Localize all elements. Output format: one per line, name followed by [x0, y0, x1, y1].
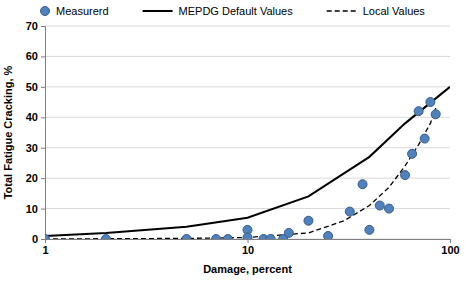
point — [345, 207, 354, 216]
y-tick: 30 — [26, 142, 45, 154]
legend-item: Local Values — [327, 5, 426, 17]
point — [223, 235, 232, 240]
x-tick: 100 — [441, 239, 459, 256]
point — [212, 235, 221, 240]
grid-line — [45, 26, 450, 27]
point — [101, 235, 110, 240]
point — [358, 180, 367, 189]
marks — [45, 87, 450, 239]
grid-line — [45, 117, 450, 118]
legend-label: MEPDG Default Values — [179, 5, 294, 17]
legend: Measurerd MEPDG Default Values Local Value… — [41, 5, 426, 17]
point — [431, 110, 440, 119]
y-tick-label: 0 — [32, 233, 38, 245]
legend-item: Measurerd — [41, 5, 109, 17]
point — [304, 216, 313, 225]
point — [45, 235, 50, 240]
x-tick-label: 100 — [441, 244, 459, 256]
y-tick-mark — [41, 148, 45, 149]
x-axis-title: Damage, percent — [203, 263, 292, 275]
y-tick-label: 20 — [26, 172, 38, 184]
y-tick-mark — [41, 209, 45, 210]
point — [266, 235, 275, 240]
point — [385, 204, 394, 213]
y-tick: 0 — [32, 233, 45, 245]
point — [375, 201, 384, 210]
legend-label: Measurerd — [56, 5, 109, 17]
point — [284, 228, 293, 237]
x-tick-mark — [248, 239, 249, 243]
grid-line — [45, 86, 450, 87]
x-tick: 1 — [42, 239, 48, 256]
point — [414, 107, 423, 116]
y-tick-label: 60 — [26, 50, 38, 62]
y-tick: 50 — [26, 81, 45, 93]
x-tick-label: 10 — [242, 244, 254, 256]
legend-label: Local Values — [363, 5, 426, 17]
chart: 1 10 100 0 10 20 30 40 50 60 70 Damage, percent Tota… — [0, 0, 472, 281]
point — [365, 225, 374, 234]
plot: 1 10 100 0 10 20 30 40 50 60 70 — [26, 20, 460, 256]
y-axis: 0 10 20 30 40 50 60 70 — [26, 20, 46, 245]
grid — [45, 26, 450, 239]
y-tick-mark — [41, 239, 45, 240]
x-tick-mark — [450, 239, 451, 243]
y-tick-mark — [41, 56, 45, 57]
x-tick-label: 1 — [42, 244, 48, 256]
y-tick: 40 — [26, 111, 45, 123]
point — [182, 235, 191, 240]
x-axis-line — [46, 240, 451, 244]
grid-line — [45, 56, 450, 57]
y-tick: 10 — [26, 203, 45, 215]
y-axis-line — [41, 27, 46, 240]
y-tick: 60 — [26, 50, 45, 62]
y-tick-label: 70 — [26, 20, 38, 32]
y-tick: 20 — [26, 172, 45, 184]
legend-swatch — [41, 7, 50, 16]
point — [243, 233, 252, 239]
legend-item: MEPDG Default Values — [143, 5, 294, 17]
grid-line — [45, 178, 450, 179]
grid-line — [45, 147, 450, 148]
line — [45, 108, 436, 239]
y-tick-label: 40 — [26, 111, 38, 123]
x-tick: 10 — [242, 239, 254, 256]
y-tick-label: 50 — [26, 81, 38, 93]
legend-swatch — [327, 10, 357, 11]
y-axis-title: Total Fatigue Cracking, % — [2, 65, 14, 199]
y-tick-mark — [41, 26, 45, 27]
point — [426, 98, 435, 107]
line — [45, 87, 450, 236]
point — [420, 134, 429, 143]
point — [408, 149, 417, 158]
y-tick-label: 10 — [26, 203, 38, 215]
y-tick-mark — [41, 87, 45, 88]
y-tick-label: 30 — [26, 142, 38, 154]
point — [324, 231, 333, 239]
x-axis: 1 10 100 — [42, 239, 459, 256]
y-tick-mark — [41, 178, 45, 179]
y-tick: 70 — [26, 20, 45, 32]
legend-swatch — [143, 10, 173, 12]
point — [401, 171, 410, 180]
y-tick-mark — [41, 117, 45, 118]
